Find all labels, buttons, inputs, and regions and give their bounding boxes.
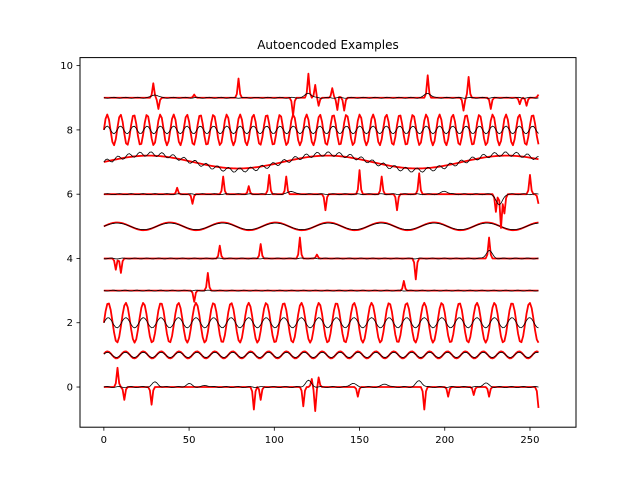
reconstruction-series-7 xyxy=(103,151,539,173)
reconstruction-series-1 xyxy=(103,351,539,358)
reconstruction-series-3 xyxy=(103,289,539,292)
plot-area xyxy=(102,72,540,413)
y-tick-label: 8 xyxy=(67,125,73,136)
y-axis: 0 2 4 6 8 10 xyxy=(60,61,80,394)
original-series-1 xyxy=(103,350,539,360)
x-axis: 0 50 100 150 200 250 xyxy=(101,427,540,446)
y-tick-label: 2 xyxy=(67,318,73,329)
reconstruction-series-9 xyxy=(103,92,539,99)
x-tick-label: 100 xyxy=(265,435,284,446)
chart-title: Autoencoded Examples xyxy=(257,38,399,52)
reconstruction-series-6 xyxy=(103,190,539,206)
x-tick-label: 0 xyxy=(101,435,107,446)
axes-frame xyxy=(79,57,577,428)
x-tick-label: 250 xyxy=(520,435,539,446)
x-tick-label: 150 xyxy=(350,435,369,446)
x-tick-label: 200 xyxy=(435,435,454,446)
y-tick-label: 10 xyxy=(60,61,73,72)
y-tick-label: 4 xyxy=(67,254,73,265)
original-series-8 xyxy=(102,113,540,147)
reconstruction-series-4 xyxy=(103,250,539,260)
y-tick-label: 0 xyxy=(67,383,73,394)
reconstruction-series-2 xyxy=(103,317,539,329)
reconstruction-series-0 xyxy=(103,379,539,388)
reconstruction-series-5 xyxy=(103,222,539,230)
reconstruction-series-8 xyxy=(103,125,539,135)
x-tick-label: 50 xyxy=(183,435,196,446)
y-tick-label: 6 xyxy=(67,190,73,201)
original-series-2 xyxy=(102,301,540,344)
